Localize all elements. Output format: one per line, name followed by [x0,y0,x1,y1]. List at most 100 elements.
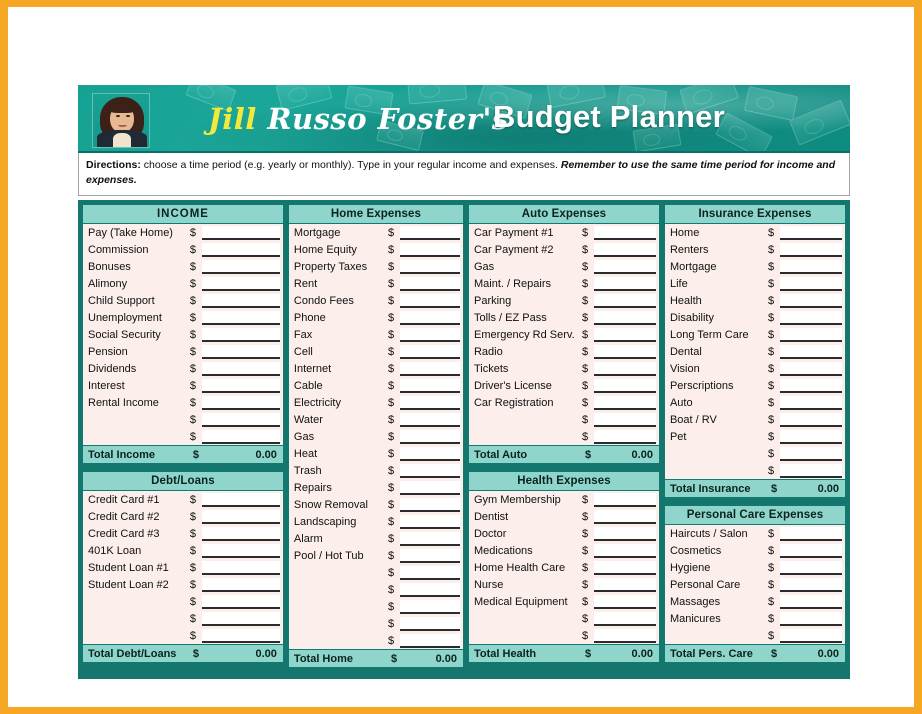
amount-input[interactable] [593,492,656,507]
amount-input[interactable] [780,293,842,308]
amount-input[interactable] [201,560,280,575]
amount-input[interactable] [201,577,280,592]
amount-input[interactable] [593,344,656,359]
amount-input[interactable] [399,293,460,308]
amount-input[interactable] [780,560,842,575]
budget-row: Fax $ [289,326,463,343]
amount-input[interactable] [201,361,280,376]
amount-input[interactable] [780,577,842,592]
amount-input[interactable] [399,514,460,529]
total-value-debt-loans: 0.00 [255,647,277,660]
amount-input[interactable] [201,259,280,274]
amount-input[interactable] [399,344,460,359]
amount-input[interactable] [399,395,460,410]
amount-input[interactable] [201,412,280,427]
amount-input[interactable] [593,611,656,626]
amount-input[interactable] [201,378,280,393]
amount-input[interactable] [399,378,460,393]
budget-row-label: Emergency Rd Serv. [473,328,575,341]
budget-row-label: Manicures [669,612,721,625]
amount-input[interactable] [593,293,656,308]
amount-input[interactable] [593,242,656,257]
amount-input[interactable] [399,548,460,563]
amount-input[interactable] [593,594,656,609]
amount-input[interactable] [399,582,460,597]
amount-input[interactable] [780,378,842,393]
amount-input[interactable] [780,526,842,541]
amount-input[interactable] [201,242,280,257]
amount-input[interactable] [780,344,842,359]
amount-input[interactable] [201,293,280,308]
amount-input[interactable] [593,327,656,342]
amount-input[interactable] [593,259,656,274]
amount-input[interactable] [593,225,656,240]
amount-input[interactable] [399,633,460,648]
amount-input[interactable] [780,628,842,643]
amount-input[interactable] [593,526,656,541]
amount-input[interactable] [399,429,460,444]
amount-input[interactable] [201,395,280,410]
amount-input[interactable] [201,509,280,524]
amount-input[interactable] [399,361,460,376]
amount-input[interactable] [780,463,842,478]
directions-label: Directions: [86,159,141,171]
amount-input[interactable] [593,395,656,410]
amount-input[interactable] [399,480,460,495]
amount-input[interactable] [593,577,656,592]
amount-input[interactable] [201,628,280,643]
amount-input[interactable] [399,259,460,274]
currency-symbol: $ [189,578,197,591]
amount-input[interactable] [399,616,460,631]
amount-input[interactable] [780,242,842,257]
amount-input[interactable] [780,446,842,461]
amount-input[interactable] [593,543,656,558]
amount-input[interactable] [201,594,280,609]
amount-input[interactable] [399,497,460,512]
amount-input[interactable] [201,327,280,342]
amount-input[interactable] [593,509,656,524]
amount-input[interactable] [593,378,656,393]
amount-input[interactable] [780,412,842,427]
amount-input[interactable] [399,599,460,614]
amount-input[interactable] [780,361,842,376]
amount-input[interactable] [780,327,842,342]
budget-row-label: Property Taxes [293,260,368,273]
budget-row: Manicures $ [665,610,845,627]
amount-input[interactable] [780,611,842,626]
amount-input[interactable] [399,327,460,342]
amount-input[interactable] [780,543,842,558]
amount-input[interactable] [780,259,842,274]
amount-input[interactable] [399,565,460,580]
amount-input[interactable] [593,412,656,427]
amount-input[interactable] [399,531,460,546]
amount-input[interactable] [201,310,280,325]
amount-input[interactable] [399,446,460,461]
amount-input[interactable] [201,543,280,558]
amount-input[interactable] [780,594,842,609]
amount-input[interactable] [399,242,460,257]
amount-input[interactable] [780,429,842,444]
amount-input[interactable] [780,225,842,240]
amount-input[interactable] [399,276,460,291]
budget-row: Phone $ [289,309,463,326]
amount-input[interactable] [201,276,280,291]
amount-input[interactable] [593,276,656,291]
amount-input[interactable] [399,310,460,325]
amount-input[interactable] [593,310,656,325]
amount-input[interactable] [593,628,656,643]
amount-input[interactable] [593,361,656,376]
amount-input[interactable] [201,611,280,626]
amount-input[interactable] [201,225,280,240]
amount-input[interactable] [399,225,460,240]
amount-input[interactable] [593,560,656,575]
amount-input[interactable] [780,395,842,410]
amount-input[interactable] [780,276,842,291]
amount-input[interactable] [201,429,280,444]
amount-input[interactable] [201,344,280,359]
amount-input[interactable] [399,412,460,427]
amount-input[interactable] [201,492,280,507]
amount-input[interactable] [201,526,280,541]
amount-input[interactable] [593,429,656,444]
amount-input[interactable] [399,463,460,478]
amount-input[interactable] [780,310,842,325]
